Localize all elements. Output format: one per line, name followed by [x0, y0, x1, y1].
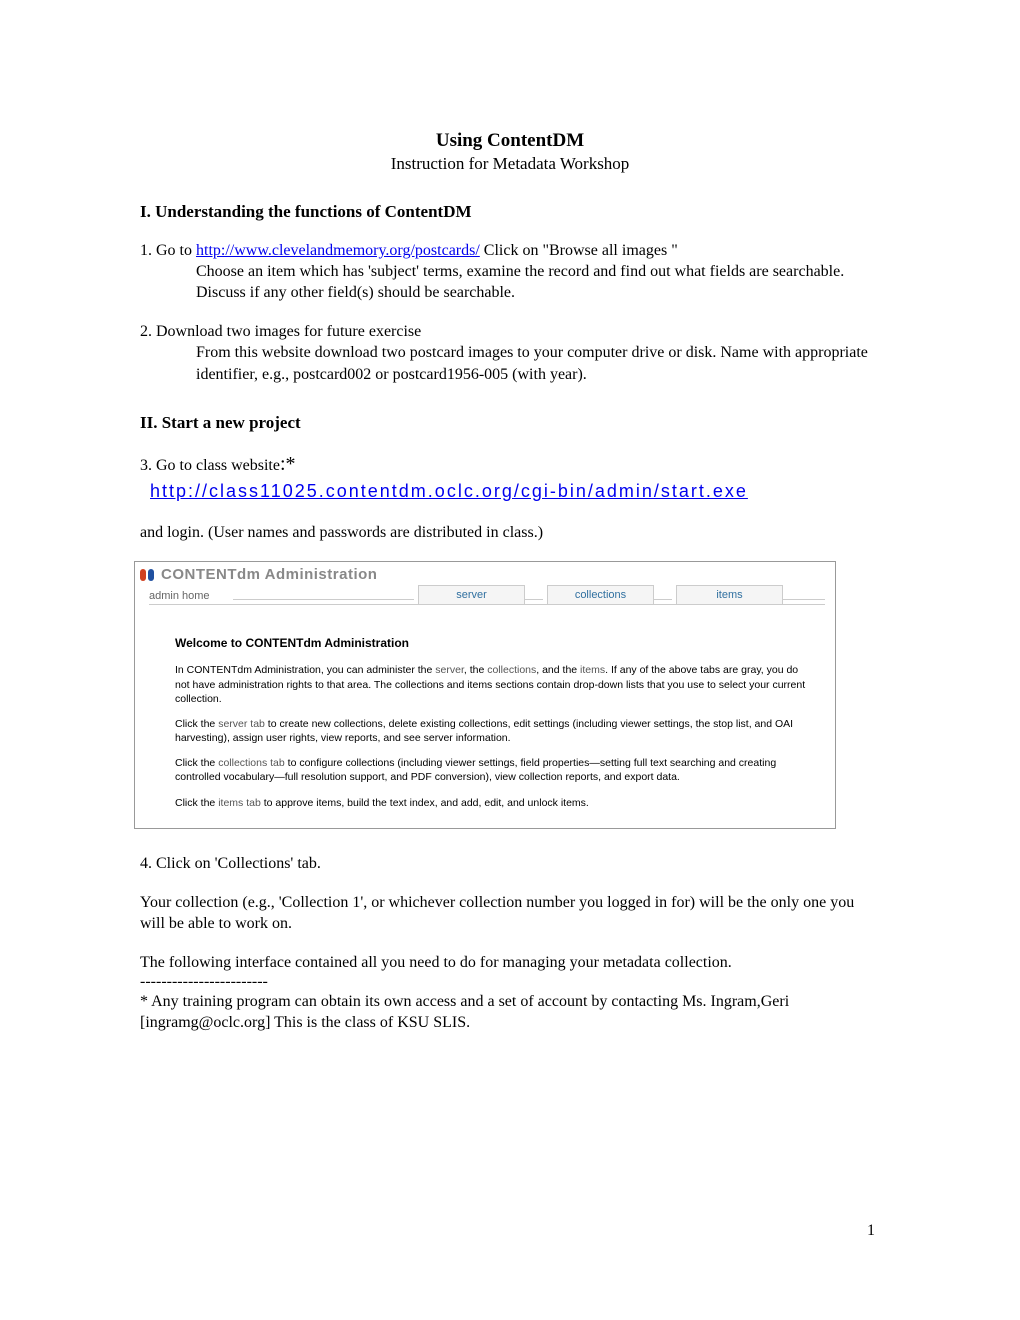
tab-separator [654, 599, 672, 600]
ss-para-1: In CONTENTdm Administration, you can adm… [175, 663, 809, 706]
item-3-linkwrap: http://class11025.contentdm.oclc.org/cgi… [140, 481, 880, 502]
tab-separator [233, 599, 414, 600]
tab-items[interactable]: items [676, 585, 783, 604]
ss-text: Click the [175, 797, 218, 809]
item-3-asterisk: :* [280, 453, 296, 475]
item-2: 2. Download two images for future exerci… [140, 321, 880, 384]
after-para-2: The following interface contained all yo… [140, 952, 880, 973]
ss-keyword-itemstab: items tab [218, 797, 261, 809]
ss-text: Click the [175, 718, 218, 730]
item-1-after: Click on "Browse all images " [480, 242, 678, 259]
ss-keyword-collectionstab: collections tab [218, 757, 285, 769]
section-2-heading: II. Start a new project [140, 413, 880, 433]
tab-collections[interactable]: collections [547, 585, 654, 604]
ss-text: to approve items, build the text index, … [261, 797, 589, 809]
ss-tabs: admin home server collections items [135, 583, 835, 604]
section-1-heading: I. Understanding the functions of Conten… [140, 202, 880, 222]
ss-keyword-servertab: server tab [218, 718, 265, 730]
ss-welcome: Welcome to CONTENTdm Administration [175, 635, 809, 651]
ss-para-2: Click the server tab to create new colle… [175, 717, 809, 745]
ss-text: to create new collections, delete existi… [175, 718, 793, 744]
item-2-line1: 2. Download two images for future exerci… [140, 323, 421, 340]
item-1-detail: Choose an item which has 'subject' terms… [140, 261, 880, 303]
class-website-link[interactable]: http://class11025.contentdm.oclc.org/cgi… [150, 481, 748, 501]
doc-subtitle: Instruction for Metadata Workshop [140, 154, 880, 174]
ss-text: , and the [536, 664, 580, 676]
contentdm-logo-icon [139, 567, 155, 583]
divider: ------------------------ [140, 973, 880, 991]
ss-keyword-collections: collections [487, 664, 536, 676]
ss-keyword-items: items [580, 664, 605, 676]
item-3: 3. Go to class website:* [140, 451, 880, 477]
ss-title: CONTENTdm Administration [161, 566, 377, 583]
item-2-detail: From this website download two postcard … [140, 342, 880, 384]
item-4: 4. Click on 'Collections' tab. [140, 853, 880, 874]
ss-text: In CONTENTdm Administration, you can adm… [175, 664, 435, 676]
ss-para-3: Click the collections tab to configure c… [175, 756, 809, 784]
postcards-link[interactable]: http://www.clevelandmemory.org/postcards… [196, 242, 480, 259]
ss-text: Click the [175, 757, 218, 769]
tab-server[interactable]: server [418, 585, 525, 604]
doc-title: Using ContentDM [140, 130, 880, 152]
ss-body: Welcome to CONTENTdm Administration In C… [135, 605, 835, 828]
ss-text: , the [464, 664, 487, 676]
tab-admin-home[interactable]: admin home [149, 586, 233, 604]
tab-separator [525, 599, 543, 600]
ss-keyword-server: server [435, 664, 464, 676]
item-1: 1. Go to http://www.clevelandmemory.org/… [140, 240, 880, 303]
login-text: and login. (User names and passwords are… [140, 522, 880, 543]
item-1-lead: 1. Go to [140, 242, 196, 259]
ss-header: CONTENTdm Administration [135, 562, 835, 583]
ss-para-4: Click the items tab to approve items, bu… [175, 796, 809, 810]
footnote: * Any training program can obtain its ow… [140, 991, 880, 1033]
contentdm-admin-screenshot: CONTENTdm Administration admin home serv… [134, 561, 836, 829]
after-para-1: Your collection (e.g., 'Collection 1', o… [140, 892, 880, 934]
item-3-line1: 3. Go to class website [140, 457, 280, 474]
tab-separator [783, 599, 825, 600]
page-number: 1 [867, 1222, 875, 1240]
